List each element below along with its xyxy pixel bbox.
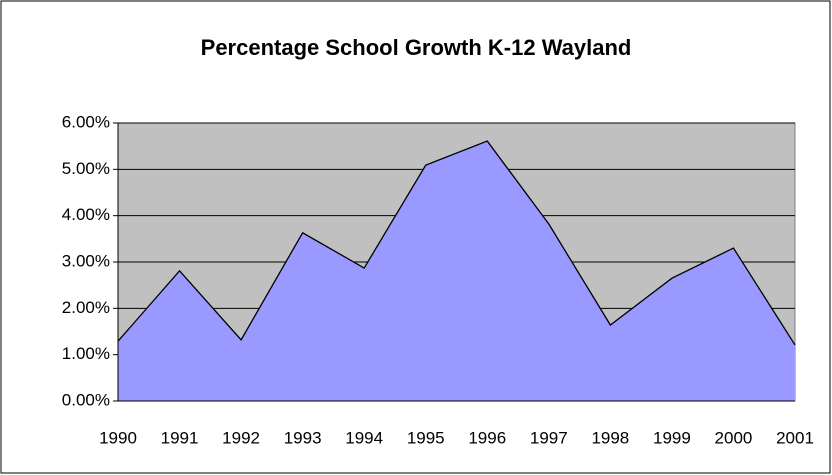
x-tick-label: 1999 xyxy=(653,428,691,447)
y-tick-label: 6.00% xyxy=(62,112,110,131)
x-tick-label: 1996 xyxy=(468,428,506,447)
x-tick-label: 1994 xyxy=(345,428,383,447)
area-line xyxy=(117,140,796,346)
y-tick-label: 5.00% xyxy=(62,159,110,178)
x-tick-label: 1993 xyxy=(284,428,322,447)
x-tick-label: 1991 xyxy=(161,428,199,447)
x-tick-label: 1990 xyxy=(99,428,137,447)
x-tick-label: 2001 xyxy=(776,428,814,447)
y-tick-label: 4.00% xyxy=(62,205,110,224)
x-tick-label: 1998 xyxy=(591,428,629,447)
y-tick-label: 1.00% xyxy=(62,344,110,363)
y-tick-label: 0.00% xyxy=(62,390,110,409)
area xyxy=(118,141,795,401)
chart-title: Percentage School Growth K-12 Wayland xyxy=(201,35,632,60)
y-tick-label: 3.00% xyxy=(62,251,110,270)
y-tick-label: 2.00% xyxy=(62,298,110,317)
x-tick-label: 1992 xyxy=(222,428,260,447)
x-tick-label: 2000 xyxy=(715,428,753,447)
x-tick-label: 1997 xyxy=(530,428,568,447)
x-tick-label: 1995 xyxy=(407,428,445,447)
